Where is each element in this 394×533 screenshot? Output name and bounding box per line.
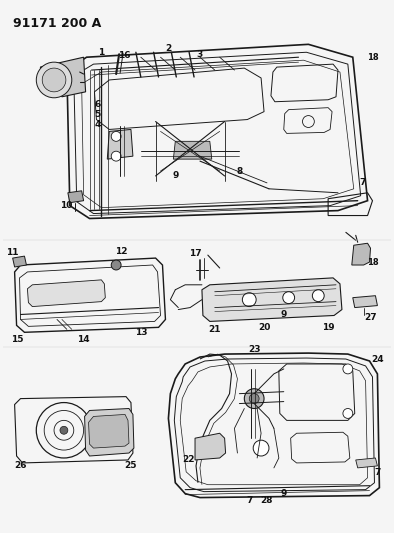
- Circle shape: [244, 389, 264, 408]
- Circle shape: [242, 293, 256, 306]
- Polygon shape: [173, 141, 212, 159]
- Circle shape: [36, 62, 72, 98]
- Text: 23: 23: [248, 345, 260, 353]
- Text: 9: 9: [281, 310, 287, 319]
- Circle shape: [111, 260, 121, 270]
- Text: 6: 6: [94, 100, 100, 109]
- Polygon shape: [13, 256, 26, 267]
- Text: 7: 7: [374, 469, 381, 478]
- Text: 21: 21: [208, 325, 221, 334]
- Text: 13: 13: [135, 328, 147, 337]
- Text: 11: 11: [6, 248, 19, 257]
- Text: 17: 17: [189, 248, 201, 257]
- Text: 27: 27: [364, 313, 377, 322]
- Circle shape: [343, 408, 353, 418]
- Circle shape: [249, 394, 259, 403]
- Text: 7: 7: [246, 496, 253, 505]
- Circle shape: [111, 132, 121, 141]
- Circle shape: [343, 364, 353, 374]
- Text: 10: 10: [59, 201, 72, 210]
- Text: 12: 12: [115, 247, 127, 256]
- Text: 9: 9: [172, 172, 178, 181]
- Polygon shape: [352, 243, 370, 265]
- Text: 22: 22: [182, 456, 194, 464]
- Text: 16: 16: [118, 51, 130, 60]
- Polygon shape: [356, 458, 377, 468]
- Polygon shape: [195, 433, 226, 460]
- Polygon shape: [89, 415, 129, 448]
- Text: 20: 20: [258, 323, 270, 332]
- Circle shape: [312, 290, 324, 302]
- Circle shape: [253, 440, 269, 456]
- Text: 91171 200 A: 91171 200 A: [13, 17, 101, 30]
- Text: 4: 4: [94, 120, 100, 129]
- Polygon shape: [68, 191, 84, 203]
- Text: 5: 5: [94, 110, 100, 119]
- Circle shape: [283, 292, 295, 304]
- Text: 14: 14: [77, 335, 90, 344]
- Text: 1: 1: [98, 48, 104, 56]
- Text: 9: 9: [281, 489, 287, 498]
- Text: 2: 2: [165, 44, 171, 53]
- Circle shape: [42, 68, 66, 92]
- Circle shape: [111, 151, 121, 161]
- Polygon shape: [40, 57, 85, 97]
- Polygon shape: [202, 278, 342, 321]
- Text: 18: 18: [367, 53, 378, 62]
- Circle shape: [187, 146, 193, 152]
- Text: 7: 7: [359, 179, 366, 188]
- Polygon shape: [107, 130, 133, 159]
- Text: 18: 18: [367, 257, 378, 266]
- Text: 28: 28: [261, 496, 273, 505]
- Polygon shape: [85, 408, 134, 456]
- Text: 3: 3: [197, 50, 203, 59]
- Text: 8: 8: [236, 166, 243, 175]
- Text: 19: 19: [322, 323, 335, 332]
- Polygon shape: [28, 280, 105, 306]
- Text: 15: 15: [11, 335, 24, 344]
- Circle shape: [183, 142, 197, 156]
- Polygon shape: [353, 296, 377, 308]
- Circle shape: [60, 426, 68, 434]
- Text: 26: 26: [14, 462, 27, 471]
- Text: 25: 25: [125, 462, 137, 471]
- Text: 24: 24: [371, 354, 384, 364]
